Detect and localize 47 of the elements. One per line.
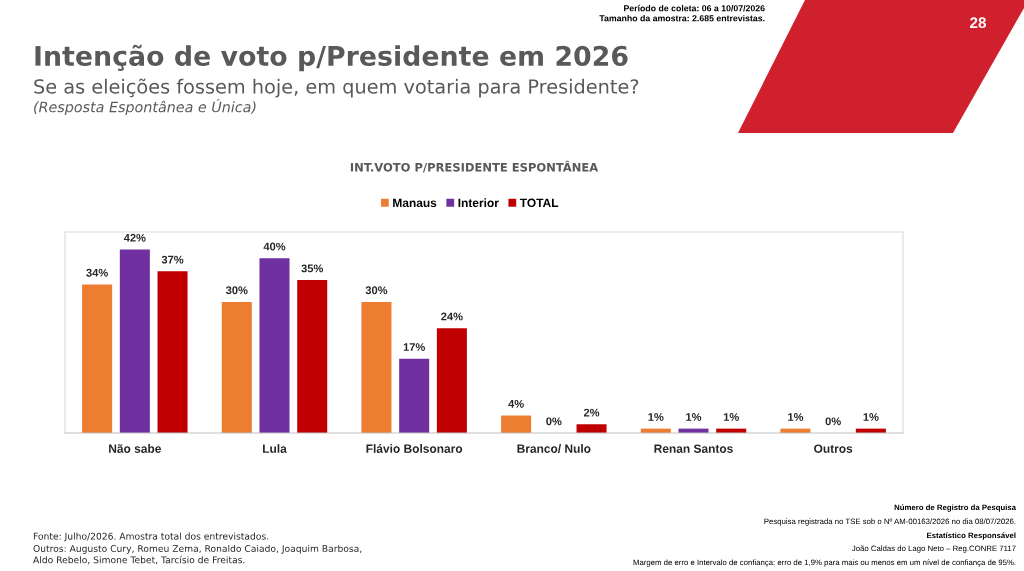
data-label: 1% xyxy=(863,413,879,421)
data-label: 1% xyxy=(788,413,804,421)
data-label: 2% xyxy=(583,408,600,417)
x-tick-label: Branco/ Nulo xyxy=(517,444,591,454)
bar xyxy=(221,301,252,433)
x-tick-label: Outros xyxy=(814,444,853,453)
bar xyxy=(361,301,392,433)
bar xyxy=(82,284,113,433)
bar xyxy=(119,249,150,433)
text: (Resposta Espontânea e Única) xyxy=(34,98,256,116)
source-note: Fonte: Julho/2026. Amostra total dos entrevistados. xyxy=(33,532,269,542)
data-label: 30% xyxy=(225,286,248,295)
data-label: 30% xyxy=(365,286,388,295)
text: 28 xyxy=(970,17,987,29)
data-label: 0% xyxy=(546,417,562,426)
data-label: 1% xyxy=(686,413,702,421)
legend-label: TOTAL xyxy=(519,198,559,208)
text: INT.VOTO P/PRESIDENTE ESPONTÂNEA xyxy=(350,160,599,173)
data-label: 24% xyxy=(441,312,463,321)
text: Tamanho da amostra: 2.685 entrevistas. xyxy=(599,14,765,22)
x-tick-label: Renan Santos xyxy=(654,444,733,453)
data-label: 0% xyxy=(825,417,841,426)
bar xyxy=(576,424,607,433)
data-label: 1% xyxy=(723,413,739,421)
data-label: 4% xyxy=(508,399,524,408)
data-label: 17% xyxy=(403,343,425,351)
x-tick-label: Flávio Bolsonaro xyxy=(366,444,463,453)
bar xyxy=(157,271,188,433)
text: Outros: Augusto Cury, Romeu Zema, Ronaldo Caiado, Joaquim Barbosa, Aldo Rebelo, Simone Tebet, Tarcísio de Freitas. xyxy=(33,544,362,565)
data-label: 37% xyxy=(161,255,184,264)
text: Período de coleta: 06 a 10/07/2026 xyxy=(624,4,765,12)
legend-label: Interior xyxy=(458,198,499,208)
legend-label: Manaus xyxy=(393,198,437,208)
bar xyxy=(297,280,328,433)
data-label: 35% xyxy=(301,264,324,273)
x-tick-label: Lula xyxy=(263,444,287,453)
x-tick-label: Não sabe xyxy=(109,444,161,453)
data-label: 40% xyxy=(263,242,286,251)
data-label: 42% xyxy=(123,233,146,242)
bar xyxy=(399,358,430,433)
chart-title: Intenção de voto p/Presidente em 2026 xyxy=(35,44,628,72)
bar xyxy=(436,328,467,433)
bar xyxy=(259,258,290,433)
bar xyxy=(501,415,532,433)
chart-subtitle: Se as eleições fossem hoje, em quem votaria para Presidente? xyxy=(34,78,639,98)
data-label: 1% xyxy=(648,413,664,421)
data-label: 34% xyxy=(86,268,108,277)
